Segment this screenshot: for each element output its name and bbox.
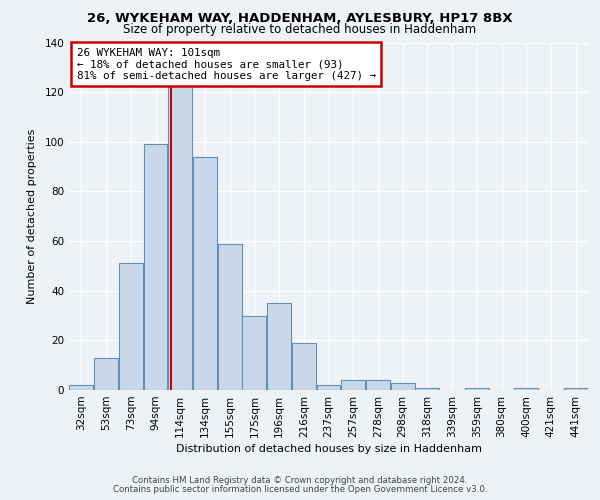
Bar [415,388,439,390]
Bar [465,388,489,390]
Text: Size of property relative to detached houses in Haddenham: Size of property relative to detached ho… [124,22,476,36]
Text: 26, WYKEHAM WAY, HADDENHAM, AYLESBURY, HP17 8BX: 26, WYKEHAM WAY, HADDENHAM, AYLESBURY, H… [87,12,513,26]
Text: Contains HM Land Registry data © Crown copyright and database right 2024.: Contains HM Land Registry data © Crown c… [132,476,468,485]
Bar [70,385,94,390]
Text: 26 WYKEHAM WAY: 101sqm
← 18% of detached houses are smaller (93)
81% of semi-det: 26 WYKEHAM WAY: 101sqm ← 18% of detached… [77,48,376,81]
Bar [168,72,192,390]
Bar [366,380,390,390]
Bar [218,244,242,390]
Bar [292,343,316,390]
Bar [193,156,217,390]
Bar [317,385,340,390]
Text: Contains public sector information licensed under the Open Government Licence v3: Contains public sector information licen… [113,485,487,494]
Bar [94,358,118,390]
Bar [242,316,266,390]
X-axis label: Distribution of detached houses by size in Haddenham: Distribution of detached houses by size … [176,444,482,454]
Bar [514,388,538,390]
Bar [267,303,291,390]
Bar [563,388,587,390]
Bar [341,380,365,390]
Bar [119,264,143,390]
Bar [143,144,167,390]
Y-axis label: Number of detached properties: Number of detached properties [28,128,37,304]
Bar [391,382,415,390]
